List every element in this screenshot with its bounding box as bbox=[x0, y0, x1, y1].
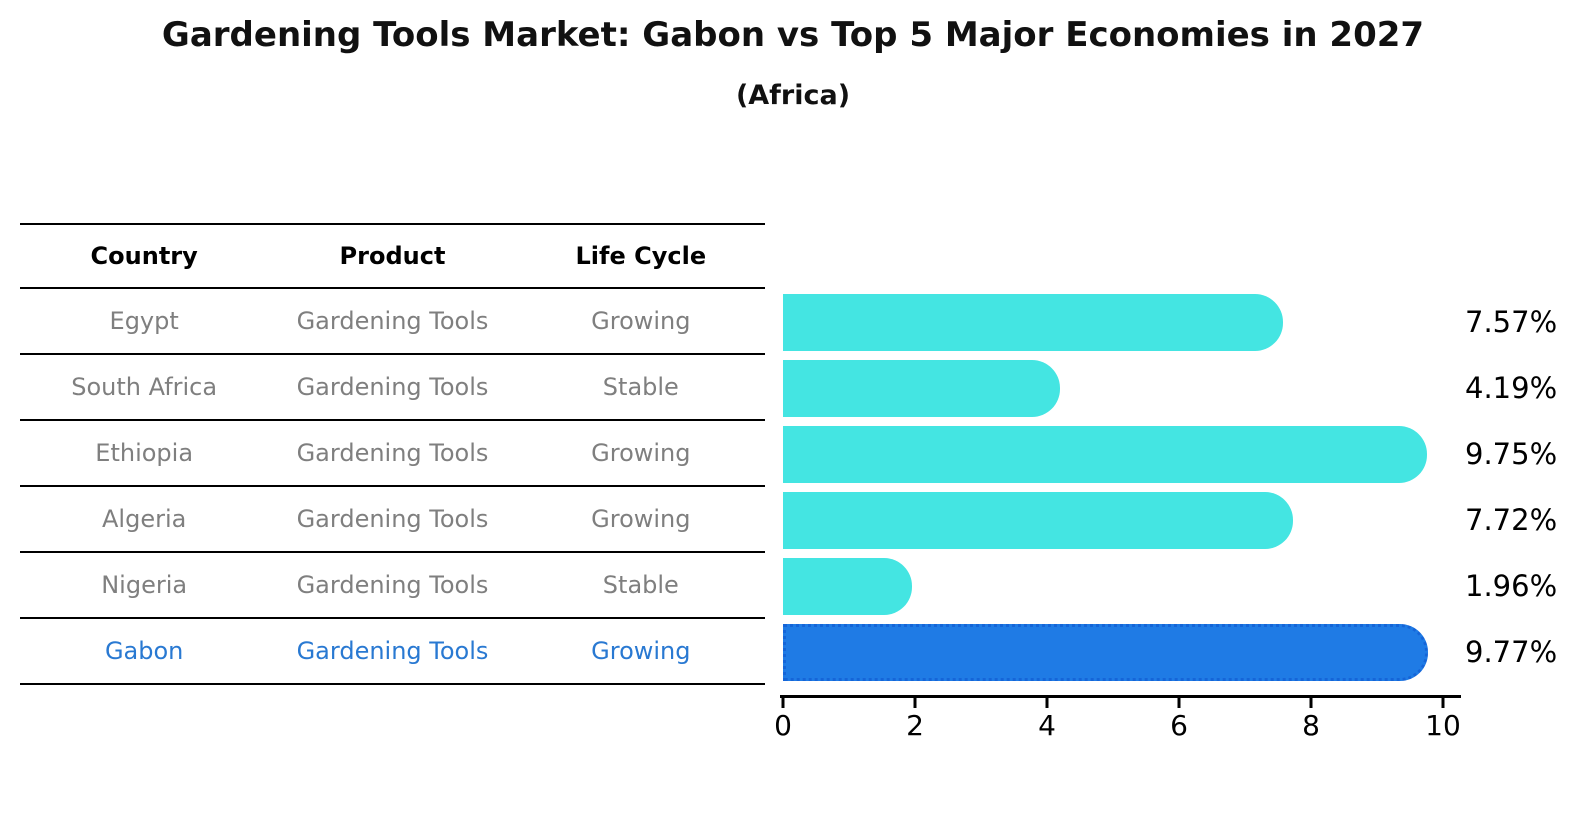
x-tick-label: 4 bbox=[1038, 709, 1056, 742]
cell-country: Egypt bbox=[109, 307, 179, 335]
cell-product: Gardening Tools bbox=[296, 439, 489, 467]
bar-row bbox=[783, 289, 1483, 355]
x-tick-mark bbox=[781, 698, 785, 708]
bar-nigeria bbox=[783, 557, 912, 615]
cell-country: Algeria bbox=[102, 505, 187, 533]
cell-product: Gardening Tools bbox=[296, 307, 489, 335]
cell-country: South Africa bbox=[71, 373, 218, 401]
cell-life-cycle: Growing bbox=[591, 307, 691, 335]
bar-row bbox=[783, 487, 1483, 553]
cell-product: Gardening Tools bbox=[296, 571, 489, 599]
bar-ethiopia bbox=[783, 425, 1427, 483]
table-header-row: Country Product Life Cycle bbox=[20, 223, 765, 289]
chart-title: Gardening Tools Market: Gabon vs Top 5 M… bbox=[161, 15, 1425, 55]
table-row: Nigeria Gardening Tools Stable bbox=[20, 553, 765, 619]
x-tick-label: 2 bbox=[906, 709, 924, 742]
cell-life-cycle: Growing bbox=[591, 505, 691, 533]
x-tick-label: 0 bbox=[774, 709, 792, 742]
header-life-cycle: Life Cycle bbox=[575, 242, 707, 270]
cell-life-cycle: Stable bbox=[602, 373, 679, 401]
cell-product: Gardening Tools bbox=[296, 505, 489, 533]
bar-row bbox=[783, 421, 1483, 487]
country-table: Country Product Life Cycle Egypt Gardeni… bbox=[20, 223, 765, 685]
value-label: 9.75% bbox=[1465, 437, 1558, 471]
bar-row bbox=[783, 355, 1483, 421]
bar-chart-area bbox=[783, 289, 1483, 685]
table-row: Algeria Gardening Tools Growing bbox=[20, 487, 765, 553]
value-label-column: 7.57% 4.19% 9.75% 7.72% 1.96% 9.77% bbox=[1465, 289, 1557, 685]
x-tick-mark bbox=[913, 698, 917, 708]
x-tick-mark bbox=[1045, 698, 1049, 708]
value-label: 9.77% bbox=[1465, 635, 1558, 669]
cell-country: Nigeria bbox=[101, 571, 188, 599]
x-tick-mark bbox=[1177, 698, 1181, 708]
value-label: 7.72% bbox=[1465, 503, 1558, 537]
x-tick-mark bbox=[1309, 698, 1313, 708]
x-tick-label: 8 bbox=[1302, 709, 1320, 742]
cell-life-cycle: Stable bbox=[602, 571, 679, 599]
table-row: Gabon Gardening Tools Growing bbox=[20, 619, 765, 685]
cell-country: Gabon bbox=[104, 637, 184, 665]
x-tick-label: 6 bbox=[1170, 709, 1188, 742]
bar-egypt bbox=[783, 293, 1283, 351]
table-body: Egypt Gardening Tools Growing South Afri… bbox=[20, 289, 765, 685]
bar-row bbox=[783, 619, 1483, 685]
bar-algeria bbox=[783, 491, 1293, 549]
table-row: Egypt Gardening Tools Growing bbox=[20, 289, 765, 355]
bar-south-africa bbox=[783, 359, 1060, 417]
header-product: Product bbox=[339, 242, 446, 270]
bar-row bbox=[783, 553, 1483, 619]
cell-product: Gardening Tools bbox=[296, 373, 489, 401]
cell-life-cycle: Growing bbox=[591, 637, 691, 665]
cell-country: Ethiopia bbox=[95, 439, 194, 467]
cell-life-cycle: Growing bbox=[591, 439, 691, 467]
x-axis-line bbox=[780, 695, 1461, 698]
cell-product: Gardening Tools bbox=[296, 637, 489, 665]
table-row: Ethiopia Gardening Tools Growing bbox=[20, 421, 765, 487]
value-label: 1.96% bbox=[1465, 569, 1558, 603]
header-country: Country bbox=[90, 242, 198, 270]
value-label: 4.19% bbox=[1465, 371, 1558, 405]
value-label: 7.57% bbox=[1465, 305, 1558, 339]
x-tick-label: 10 bbox=[1425, 709, 1461, 742]
chart-subtitle: (Africa) bbox=[735, 80, 851, 111]
table-row: South Africa Gardening Tools Stable bbox=[20, 355, 765, 421]
x-tick-mark bbox=[1441, 698, 1445, 708]
bar-gabon bbox=[783, 623, 1428, 681]
